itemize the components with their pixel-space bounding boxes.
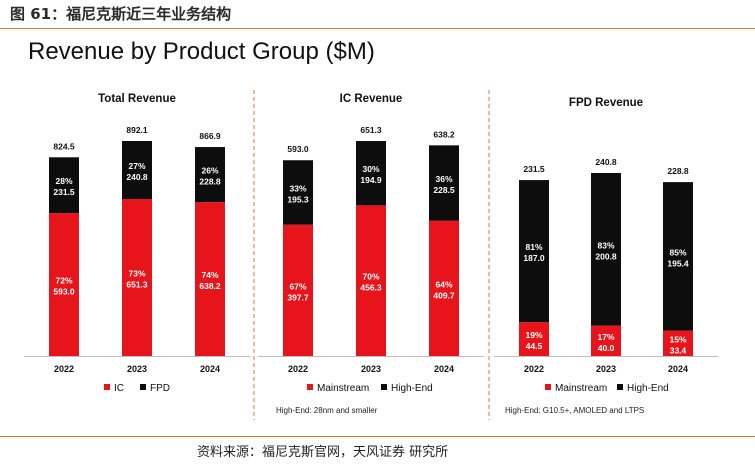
total-total-label-2022: 824.5 [53, 141, 75, 151]
total-value-label-bottom-2022: 593.0 [53, 287, 75, 297]
total-value-label-top-2022: 231.5 [53, 187, 75, 197]
fpd-value-label-bottom-2024: 33.4 [670, 345, 687, 355]
total-bar-ic-2024 [195, 202, 225, 356]
fpd-legend-swatch-high-end [617, 384, 623, 390]
source-note: 资料来源：福尼克斯官网，天风证券 研究所 [197, 445, 449, 460]
fpd-pct-label-top-2024: 85% [669, 247, 686, 257]
fpd-total-label-2023: 240.8 [595, 157, 617, 167]
ic-bar-mainstream-2024 [429, 220, 459, 356]
ic-value-label-top-2022: 195.3 [287, 194, 309, 204]
total-value-label-bottom-2024: 638.2 [199, 281, 221, 291]
slide-title: Revenue by Product Group ($M) [28, 38, 375, 65]
total-chart-title: Total Revenue [98, 93, 176, 105]
total-pct-label-bottom-2022: 72% [55, 276, 72, 286]
ic-bar-high-end-2022 [283, 160, 313, 225]
fpd-category-label-2024: 2024 [668, 364, 688, 374]
total-bar-fpd-2022 [49, 157, 79, 214]
fpd-chart-title: FPD Revenue [569, 97, 643, 109]
ic-legend-swatch-mainstream [307, 384, 313, 390]
ic-pct-label-bottom-2023: 70% [362, 272, 379, 282]
fpd-legend-label-mainstream: Mainstream [555, 383, 607, 394]
ic-pct-label-bottom-2022: 67% [289, 281, 306, 291]
ic-bar-mainstream-2023 [356, 205, 386, 356]
ic-pct-label-top-2024: 36% [435, 174, 452, 184]
ic-footnote: High-End: 28nm and smaller [276, 406, 378, 415]
fpd-pct-label-top-2023: 83% [597, 240, 614, 250]
ic-legend-label-high-end: High-End [391, 383, 433, 394]
ic-category-label-2023: 2023 [361, 364, 381, 374]
fpd-category-label-2023: 2023 [596, 364, 616, 374]
total-bar-fpd-2023 [122, 141, 152, 200]
fpd-pct-label-bottom-2022: 19% [525, 330, 542, 340]
ic-category-label-2022: 2022 [288, 364, 308, 374]
ic-category-label-2024: 2024 [434, 364, 454, 374]
total-bar-fpd-2024 [195, 147, 225, 203]
fpd-value-label-bottom-2022: 44.5 [526, 341, 543, 351]
total-pct-label-top-2022: 28% [55, 176, 72, 186]
ic-value-label-top-2023: 194.9 [360, 175, 382, 185]
fpd-value-label-top-2022: 187.0 [523, 253, 545, 263]
total-value-label-top-2023: 240.8 [126, 172, 148, 182]
total-category-label-2022: 2022 [54, 364, 74, 374]
ic-value-label-bottom-2022: 397.7 [287, 292, 309, 302]
ic-pct-label-top-2023: 30% [362, 164, 379, 174]
total-legend-swatch-ic [104, 384, 110, 390]
fpd-value-label-top-2024: 195.4 [667, 258, 689, 268]
ic-total-label-2024: 638.2 [433, 129, 455, 139]
fpd-value-label-top-2023: 200.8 [595, 251, 617, 261]
fpd-bar-mainstream-2024 [663, 330, 693, 356]
fpd-bar-high-end-2023 [591, 173, 621, 326]
fpd-bar-mainstream-2022 [519, 322, 549, 356]
fpd-legend-swatch-mainstream [545, 384, 551, 390]
total-category-label-2024: 2024 [200, 364, 220, 374]
total-pct-label-top-2024: 26% [201, 166, 218, 176]
total-value-label-top-2024: 228.8 [199, 177, 221, 187]
total-pct-label-top-2023: 27% [128, 161, 145, 171]
fpd-bar-high-end-2024 [663, 182, 693, 331]
total-total-label-2024: 866.9 [199, 131, 221, 141]
ic-pct-label-bottom-2024: 64% [435, 279, 452, 289]
fpd-total-label-2024: 228.8 [667, 166, 689, 176]
total-legend-swatch-fpd [140, 384, 146, 390]
fpd-bar-high-end-2022 [519, 180, 549, 323]
total-total-label-2023: 892.1 [126, 125, 148, 135]
ic-legend-swatch-high-end [381, 384, 387, 390]
ic-pct-label-top-2022: 33% [289, 183, 306, 193]
total-value-label-bottom-2023: 651.3 [126, 280, 148, 290]
total-bar-ic-2023 [122, 199, 152, 356]
fpd-pct-label-bottom-2023: 17% [597, 332, 614, 342]
total-legend-label-ic: IC [114, 383, 124, 394]
fpd-footnote: High-End: G10.5+, AMOLED and LTPS [505, 406, 644, 415]
ic-bar-mainstream-2022 [283, 224, 313, 356]
ic-total-label-2023: 651.3 [360, 125, 382, 135]
ic-value-label-bottom-2024: 409.7 [433, 290, 455, 300]
ic-total-label-2022: 593.0 [287, 144, 309, 154]
ic-bar-high-end-2024 [429, 145, 459, 221]
figure-caption: 图 61：福尼克斯近三年业务结构 [10, 5, 232, 23]
ic-legend-label-mainstream: Mainstream [317, 383, 369, 394]
fpd-bar-mainstream-2023 [591, 325, 621, 356]
total-category-label-2023: 2023 [127, 364, 147, 374]
fpd-value-label-bottom-2023: 40.0 [598, 343, 615, 353]
ic-chart-title: IC Revenue [340, 93, 403, 105]
top-divider [0, 28, 755, 29]
fpd-total-label-2022: 231.5 [523, 164, 545, 174]
total-bar-ic-2022 [49, 213, 79, 356]
ic-bar-high-end-2023 [356, 141, 386, 206]
fpd-pct-label-bottom-2024: 15% [669, 334, 686, 344]
fpd-pct-label-top-2022: 81% [525, 242, 542, 252]
bottom-divider [0, 436, 755, 437]
total-legend-label-fpd: FPD [150, 383, 170, 394]
ic-value-label-top-2024: 228.5 [433, 185, 455, 195]
ic-value-label-bottom-2023: 456.3 [360, 283, 382, 293]
fpd-legend-label-high-end: High-End [627, 383, 669, 394]
fpd-category-label-2022: 2022 [524, 364, 544, 374]
total-pct-label-bottom-2024: 74% [201, 270, 218, 280]
total-pct-label-bottom-2023: 73% [128, 269, 145, 279]
